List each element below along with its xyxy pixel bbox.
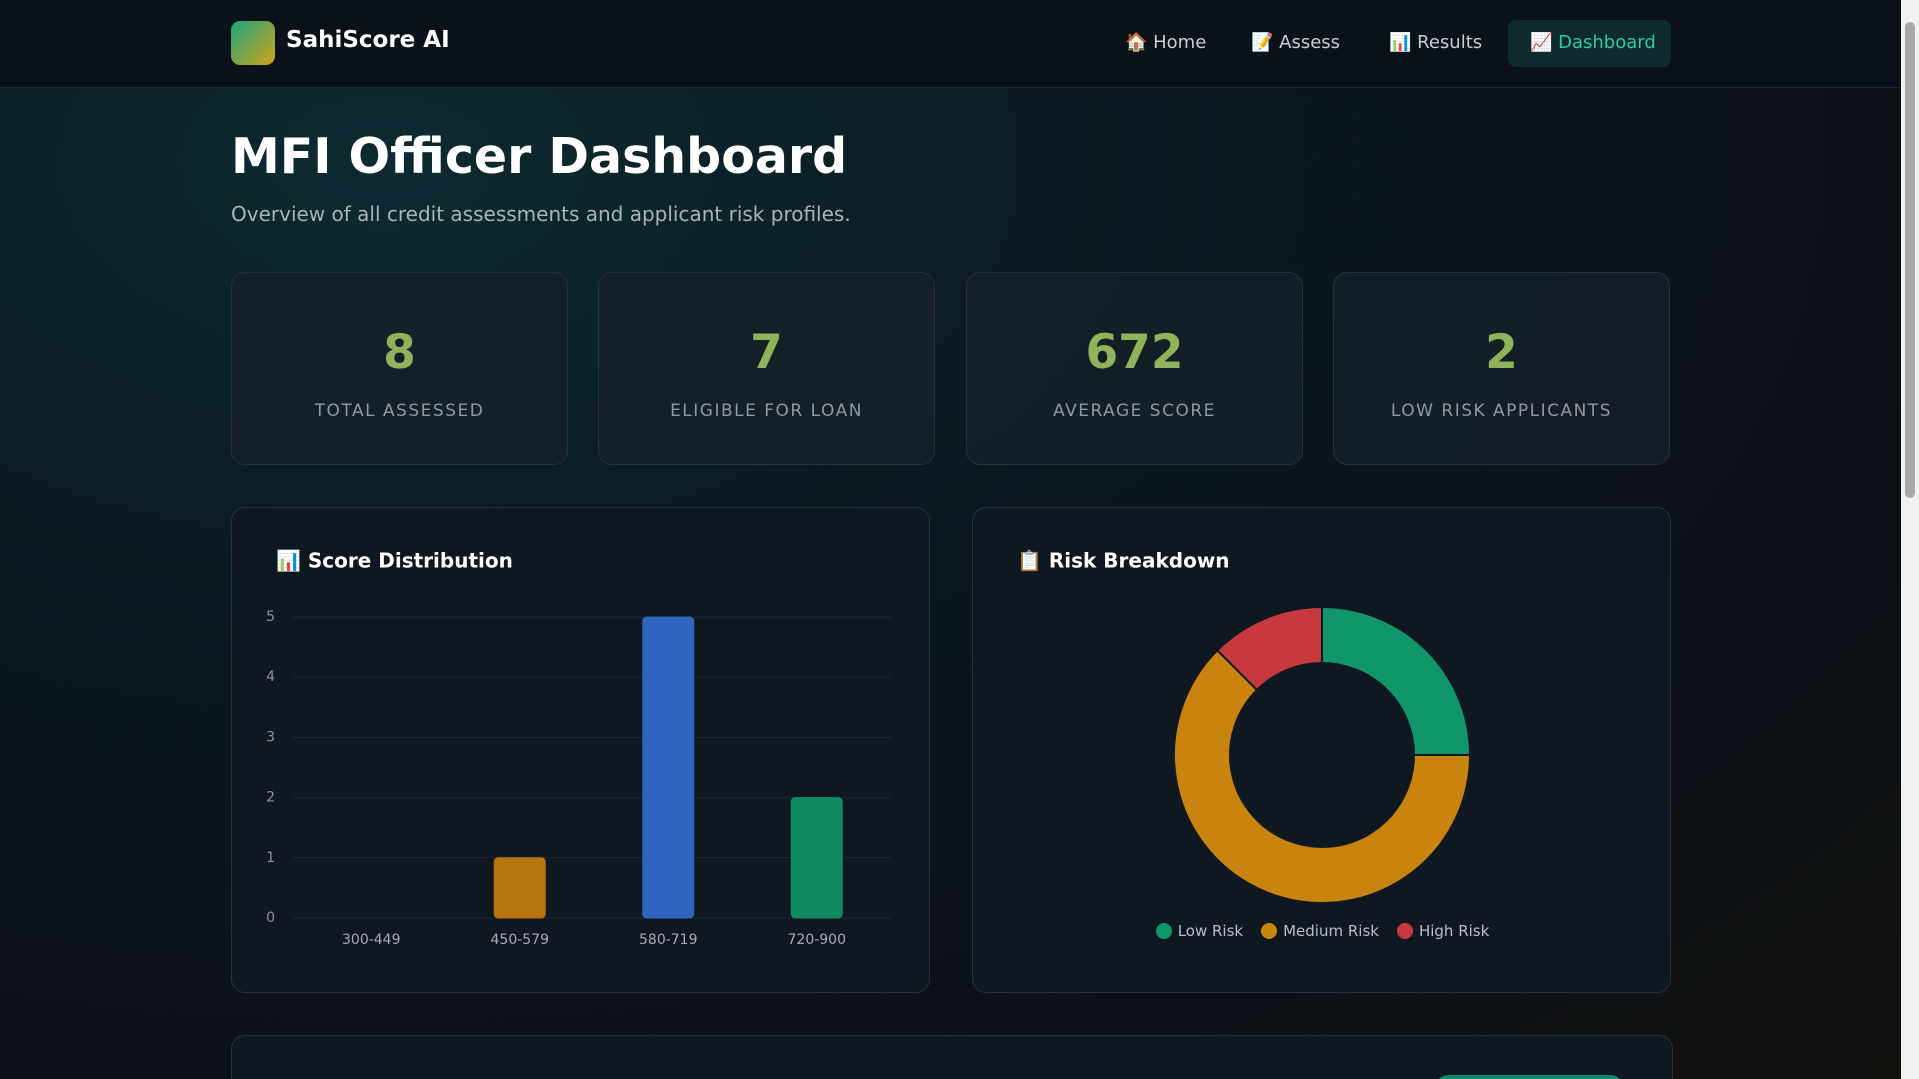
table-panel	[231, 1035, 1673, 1079]
nav-link[interactable]: 🏠 Home	[1125, 32, 1207, 53]
stat-value: 2	[1485, 325, 1518, 380]
stat-card: 2 LOW RISK APPLICANTS	[1333, 272, 1670, 465]
x-tick-label: 720-900	[788, 932, 847, 948]
legend-label: Low Risk	[1177, 922, 1244, 940]
stat-label: ELIGIBLE FOR LOAN	[670, 401, 863, 421]
legend-swatch	[1396, 923, 1413, 939]
stat-label: AVERAGE SCORE	[1053, 401, 1216, 421]
y-tick-label: 0	[266, 910, 275, 926]
stat-value: 672	[1085, 325, 1184, 380]
legend-item: High Risk	[1396, 922, 1490, 940]
nav-link[interactable]: 📝 Assess	[1251, 32, 1341, 53]
active-tab	[1508, 20, 1671, 67]
slice	[1321, 605, 1472, 756]
legend-label: High Risk	[1418, 922, 1490, 940]
y-tick-label: 2	[266, 790, 275, 806]
brand[interactable]: SahiScore AI	[286, 27, 450, 53]
page-title: MFI Officer Dashboard	[231, 128, 848, 185]
legend-item: Low Risk	[1155, 922, 1244, 940]
chart-panel: 📊 Score Distribution 0 1 2 3 4 5 300-449 450-579…	[231, 507, 930, 993]
x-tick-label: 580-719	[639, 932, 698, 948]
button[interactable]	[1434, 1075, 1625, 1079]
y-tick-label: 4	[266, 669, 275, 685]
bar	[642, 616, 695, 919]
nav-link[interactable]: 📈 Dashboard	[1530, 32, 1656, 53]
chart-panel: 📋 Risk Breakdown Low Risk Medium Risk High…	[972, 507, 1671, 993]
stat-label: LOW RISK APPLICANTS	[1390, 401, 1613, 421]
x-tick-label: 450-579	[491, 932, 550, 948]
nav-link[interactable]: 📊 Results	[1389, 32, 1483, 53]
doughnut-chart: 📋 Risk Breakdown	[1017, 549, 1472, 904]
bar-chart: 📊 Score Distribution 0 1 2 3 4 5 300-449 450-579…	[266, 549, 891, 948]
legend-item: Medium Risk	[1261, 922, 1379, 940]
scroll-thumb[interactable]	[1905, 22, 1915, 498]
chart-title: 📋 Risk Breakdown	[1017, 549, 1230, 573]
bar	[493, 857, 546, 919]
slice	[1215, 605, 1323, 692]
y-tick-label: 3	[266, 729, 275, 745]
y-tick-label: 5	[266, 609, 275, 625]
stat-label: TOTAL ASSESSED	[314, 401, 485, 421]
legend: Low Risk Medium Risk High Risk	[973, 922, 1672, 940]
y-tick-label: 1	[266, 850, 275, 866]
chart-title: 📊 Score Distribution	[276, 549, 513, 573]
logo[interactable]	[231, 21, 275, 65]
stat-card: 672 AVERAGE SCORE	[966, 272, 1303, 465]
slice	[1173, 648, 1472, 904]
stat-card: 7 ELIGIBLE FOR LOAN	[598, 272, 935, 465]
page-subtitle: Overview of all credit assessments and a…	[231, 202, 851, 226]
stat-card: 8 TOTAL ASSESSED	[231, 272, 568, 465]
legend-swatch	[1261, 923, 1278, 939]
bar	[790, 797, 843, 919]
stat-value: 8	[383, 325, 416, 380]
legend-label: Medium Risk	[1283, 922, 1379, 940]
x-tick-label: 300-449	[342, 932, 401, 948]
legend-swatch	[1155, 923, 1172, 939]
stat-value: 7	[750, 325, 783, 380]
